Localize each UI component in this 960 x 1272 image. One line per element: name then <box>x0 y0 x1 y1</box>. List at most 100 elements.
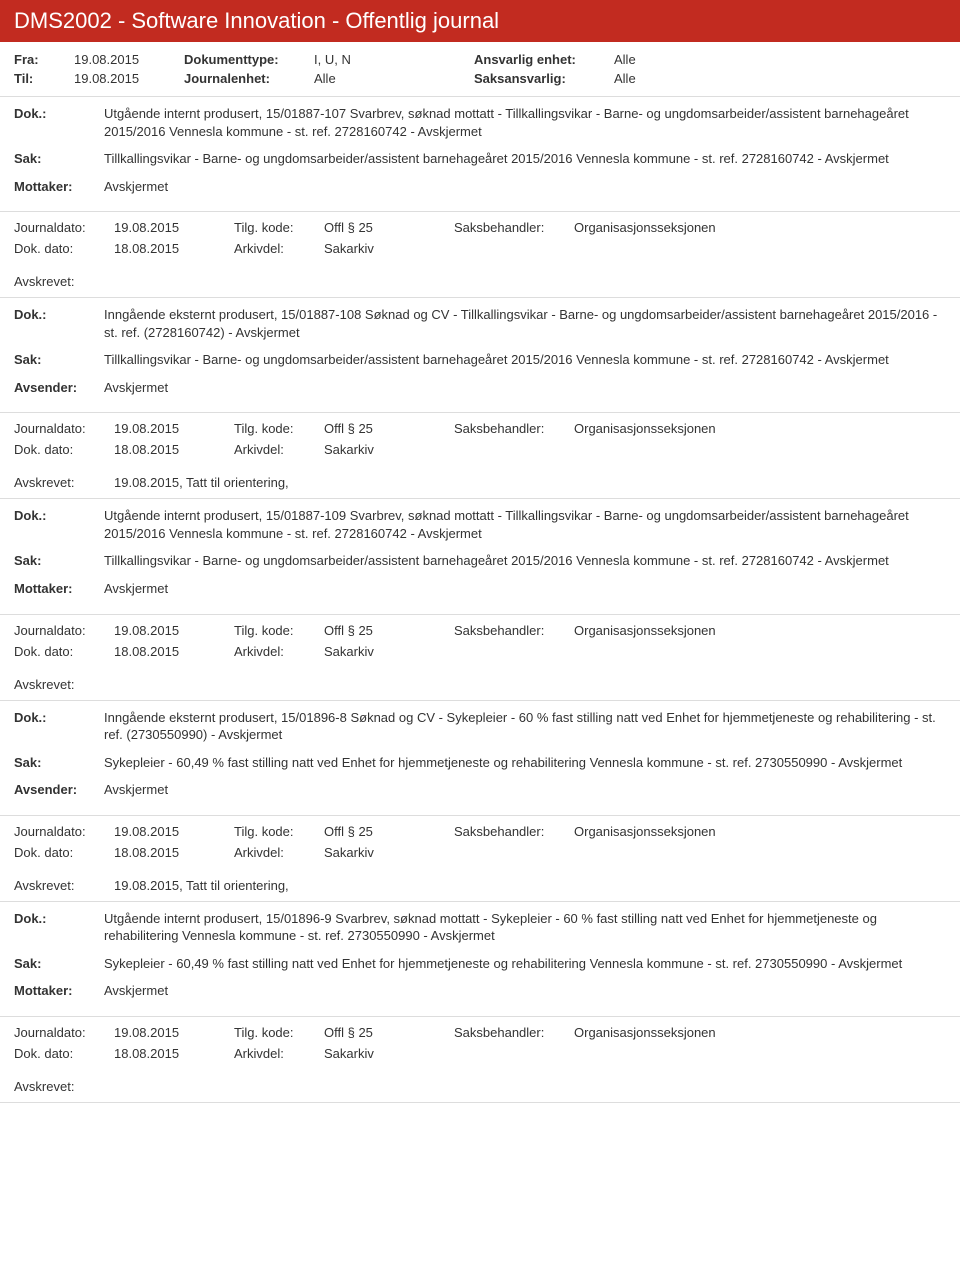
arkivdel-value: Sakarkiv <box>324 845 454 860</box>
party-label: Mottaker: <box>14 178 104 194</box>
avskrevet-label: Avskrevet: <box>14 878 114 893</box>
journal-entry: Dok.: Utgående internt produsert, 15/018… <box>0 902 960 1103</box>
filter-saksansvarlig-label: Saksansvarlig: <box>474 71 614 86</box>
filter-row-1: Fra: 19.08.2015 Dokumenttype: I, U, N An… <box>14 52 946 67</box>
saksbehandler-value: Organisasjonsseksjonen <box>574 824 946 839</box>
party-label: Avsender: <box>14 379 104 395</box>
sak-label: Sak: <box>14 552 104 568</box>
dokdato-value: 18.08.2015 <box>114 644 234 659</box>
saksbehandler-label: Saksbehandler: <box>454 1025 574 1040</box>
journaldato-value: 19.08.2015 <box>114 421 234 436</box>
party-value: Avskjermet <box>104 580 946 598</box>
dokdato-value: 18.08.2015 <box>114 1046 234 1061</box>
journaldato-value: 19.08.2015 <box>114 824 234 839</box>
journaldato-value: 19.08.2015 <box>114 220 234 235</box>
avskrevet-value <box>114 1079 946 1094</box>
journal-entry: Dok.: Utgående internt produsert, 15/018… <box>0 499 960 700</box>
arkivdel-label: Arkivdel: <box>234 241 324 256</box>
journaldato-label: Journaldato: <box>14 824 114 839</box>
dokdato-label: Dok. dato: <box>14 1046 114 1061</box>
journaldato-label: Journaldato: <box>14 623 114 638</box>
saksbehandler-label: Saksbehandler: <box>454 421 574 436</box>
journaldato-value: 19.08.2015 <box>114 1025 234 1040</box>
dok-label: Dok.: <box>14 105 104 121</box>
journaldato-label: Journaldato: <box>14 220 114 235</box>
arkivdel-label: Arkivdel: <box>234 845 324 860</box>
arkivdel-label: Arkivdel: <box>234 442 324 457</box>
tilgkode-value: Offl § 25 <box>324 824 454 839</box>
filter-ansvarlig-label: Ansvarlig enhet: <box>474 52 614 67</box>
arkivdel-value: Sakarkiv <box>324 644 454 659</box>
sak-value: Sykepleier - 60,49 % fast stilling natt … <box>104 754 946 772</box>
filter-ansvarlig-value: Alle <box>614 52 714 67</box>
tilgkode-label: Tilg. kode: <box>234 220 324 235</box>
saksbehandler-value: Organisasjonsseksjonen <box>574 1025 946 1040</box>
sak-label: Sak: <box>14 955 104 971</box>
journaldato-label: Journaldato: <box>14 1025 114 1040</box>
sak-label: Sak: <box>14 150 104 166</box>
saksbehandler-value: Organisasjonsseksjonen <box>574 421 946 436</box>
dok-label: Dok.: <box>14 507 104 523</box>
filter-saksansvarlig-value: Alle <box>614 71 714 86</box>
sak-label: Sak: <box>14 754 104 770</box>
dok-label: Dok.: <box>14 910 104 926</box>
avskrevet-value: 19.08.2015, Tatt til orientering, <box>114 475 946 490</box>
party-label: Avsender: <box>14 781 104 797</box>
filter-section: Fra: 19.08.2015 Dokumenttype: I, U, N An… <box>0 42 960 97</box>
arkivdel-label: Arkivdel: <box>234 644 324 659</box>
filter-fra-value: 19.08.2015 <box>74 52 184 67</box>
dokdato-value: 18.08.2015 <box>114 241 234 256</box>
dok-value: Inngående eksternt produsert, 15/01887-1… <box>104 306 946 341</box>
filter-journalenhet-label: Journalenhet: <box>184 71 314 86</box>
journal-entry: Dok.: Utgående internt produsert, 15/018… <box>0 97 960 298</box>
dok-label: Dok.: <box>14 306 104 322</box>
dok-value: Utgående internt produsert, 15/01887-109… <box>104 507 946 542</box>
sak-label: Sak: <box>14 351 104 367</box>
avskrevet-value <box>114 677 946 692</box>
tilgkode-label: Tilg. kode: <box>234 421 324 436</box>
party-value: Avskjermet <box>104 781 946 799</box>
page-title: DMS2002 - Software Innovation - Offentli… <box>0 0 960 42</box>
journal-entry: Dok.: Inngående eksternt produsert, 15/0… <box>0 701 960 902</box>
party-value: Avskjermet <box>104 178 946 196</box>
avskrevet-label: Avskrevet: <box>14 1079 114 1094</box>
arkivdel-value: Sakarkiv <box>324 241 454 256</box>
sak-value: Tillkallingsvikar - Barne- og ungdomsarb… <box>104 351 946 369</box>
filter-journalenhet-value: Alle <box>314 71 474 86</box>
dok-label: Dok.: <box>14 709 104 725</box>
saksbehandler-label: Saksbehandler: <box>454 623 574 638</box>
dokdato-label: Dok. dato: <box>14 442 114 457</box>
tilgkode-value: Offl § 25 <box>324 1025 454 1040</box>
sak-value: Tillkallingsvikar - Barne- og ungdomsarb… <box>104 552 946 570</box>
saksbehandler-label: Saksbehandler: <box>454 824 574 839</box>
tilgkode-label: Tilg. kode: <box>234 623 324 638</box>
party-value: Avskjermet <box>104 982 946 1000</box>
saksbehandler-value: Organisasjonsseksjonen <box>574 220 946 235</box>
saksbehandler-label: Saksbehandler: <box>454 220 574 235</box>
dokdato-label: Dok. dato: <box>14 241 114 256</box>
arkivdel-value: Sakarkiv <box>324 442 454 457</box>
tilgkode-value: Offl § 25 <box>324 220 454 235</box>
dokdato-value: 18.08.2015 <box>114 442 234 457</box>
dokdato-value: 18.08.2015 <box>114 845 234 860</box>
dok-value: Utgående internt produsert, 15/01896-9 S… <box>104 910 946 945</box>
filter-fra-label: Fra: <box>14 52 74 67</box>
filter-doktype-value: I, U, N <box>314 52 474 67</box>
party-value: Avskjermet <box>104 379 946 397</box>
filter-til-label: Til: <box>14 71 74 86</box>
tilgkode-value: Offl § 25 <box>324 623 454 638</box>
avskrevet-label: Avskrevet: <box>14 274 114 289</box>
journaldato-label: Journaldato: <box>14 421 114 436</box>
party-label: Mottaker: <box>14 580 104 596</box>
filter-doktype-label: Dokumenttype: <box>184 52 314 67</box>
dok-value: Utgående internt produsert, 15/01887-107… <box>104 105 946 140</box>
dokdato-label: Dok. dato: <box>14 644 114 659</box>
arkivdel-value: Sakarkiv <box>324 1046 454 1061</box>
tilgkode-label: Tilg. kode: <box>234 1025 324 1040</box>
arkivdel-label: Arkivdel: <box>234 1046 324 1061</box>
avskrevet-value <box>114 274 946 289</box>
saksbehandler-value: Organisasjonsseksjonen <box>574 623 946 638</box>
journal-entry: Dok.: Inngående eksternt produsert, 15/0… <box>0 298 960 499</box>
filter-til-value: 19.08.2015 <box>74 71 184 86</box>
filter-row-2: Til: 19.08.2015 Journalenhet: Alle Saksa… <box>14 71 946 86</box>
